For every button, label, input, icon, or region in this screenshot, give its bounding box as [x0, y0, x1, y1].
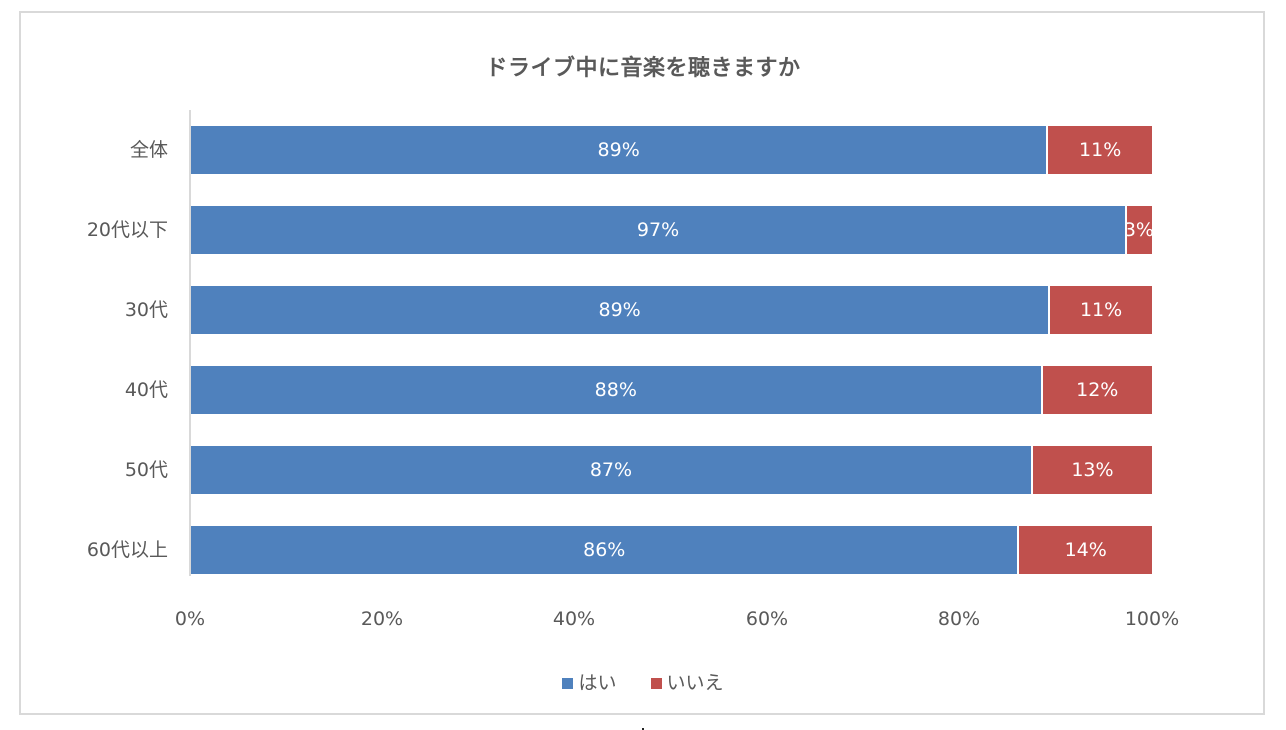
data-label: 88%: [594, 379, 637, 401]
data-label: 87%: [589, 459, 633, 481]
x-tick-label: 0%: [174, 608, 206, 630]
data-label: 86%: [583, 539, 626, 561]
legend-item-no: いいえ: [650, 668, 724, 695]
bar-segment-no: 3%: [1125, 206, 1152, 254]
data-label: 3%: [1127, 219, 1152, 241]
category-label: 40代: [124, 379, 168, 401]
legend: はい いいえ: [0, 668, 1286, 695]
bar-row: 86% 14%: [191, 526, 1152, 574]
bar-segment-no: 13%: [1030, 446, 1152, 494]
bar-segment-no: 12%: [1040, 366, 1152, 414]
data-label: 13%: [1071, 459, 1114, 481]
bar-row: 88% 12%: [191, 366, 1152, 414]
legend-label: いいえ: [666, 672, 724, 694]
x-tick-label: 40%: [552, 608, 596, 630]
bar-row: 89% 11%: [191, 126, 1152, 174]
category-label: 30代: [124, 299, 168, 321]
x-tick-label: 20%: [360, 608, 404, 630]
bar-segment-yes: 88%: [191, 366, 1041, 414]
data-label: 89%: [598, 299, 641, 321]
bar-segment-yes: 97%: [191, 206, 1126, 254]
legend-swatch-icon: [562, 678, 574, 689]
bar-segment-no: 11%: [1048, 286, 1152, 334]
legend-swatch-icon: [650, 678, 662, 689]
category-axis-line: [189, 110, 191, 576]
bar-segment-yes: 89%: [191, 286, 1049, 334]
legend-item-yes: はい: [562, 668, 617, 695]
data-label: 97%: [636, 219, 680, 241]
data-label: 12%: [1076, 379, 1119, 401]
data-label: 89%: [597, 139, 640, 161]
data-label: 11%: [1079, 139, 1122, 161]
bar-segment-yes: 89%: [191, 126, 1047, 174]
data-label: 11%: [1079, 299, 1123, 321]
bar-segment-no: 11%: [1046, 126, 1152, 174]
category-label: 全体: [129, 139, 168, 161]
bar-segment-yes: 86%: [191, 526, 1018, 574]
x-tick-label: 80%: [937, 608, 981, 630]
chart-title: ドライブ中に音楽を聴きますか: [485, 56, 801, 81]
bar-row: 97% 3%: [191, 206, 1152, 254]
data-label: 14%: [1064, 539, 1107, 561]
x-tick-label: 100%: [1124, 608, 1180, 630]
category-label: 60代以上: [86, 539, 168, 561]
bar-row: 89% 11%: [191, 286, 1152, 334]
bar-segment-no: 14%: [1017, 526, 1152, 574]
category-label: 50代: [124, 459, 168, 481]
category-label: 20代以下: [86, 219, 168, 241]
bar-row: 87% 13%: [191, 446, 1152, 494]
bar-segment-yes: 87%: [191, 446, 1031, 494]
x-tick-label: 60%: [745, 608, 789, 630]
stray-dot: [642, 728, 644, 730]
legend-label: はい: [578, 672, 617, 694]
